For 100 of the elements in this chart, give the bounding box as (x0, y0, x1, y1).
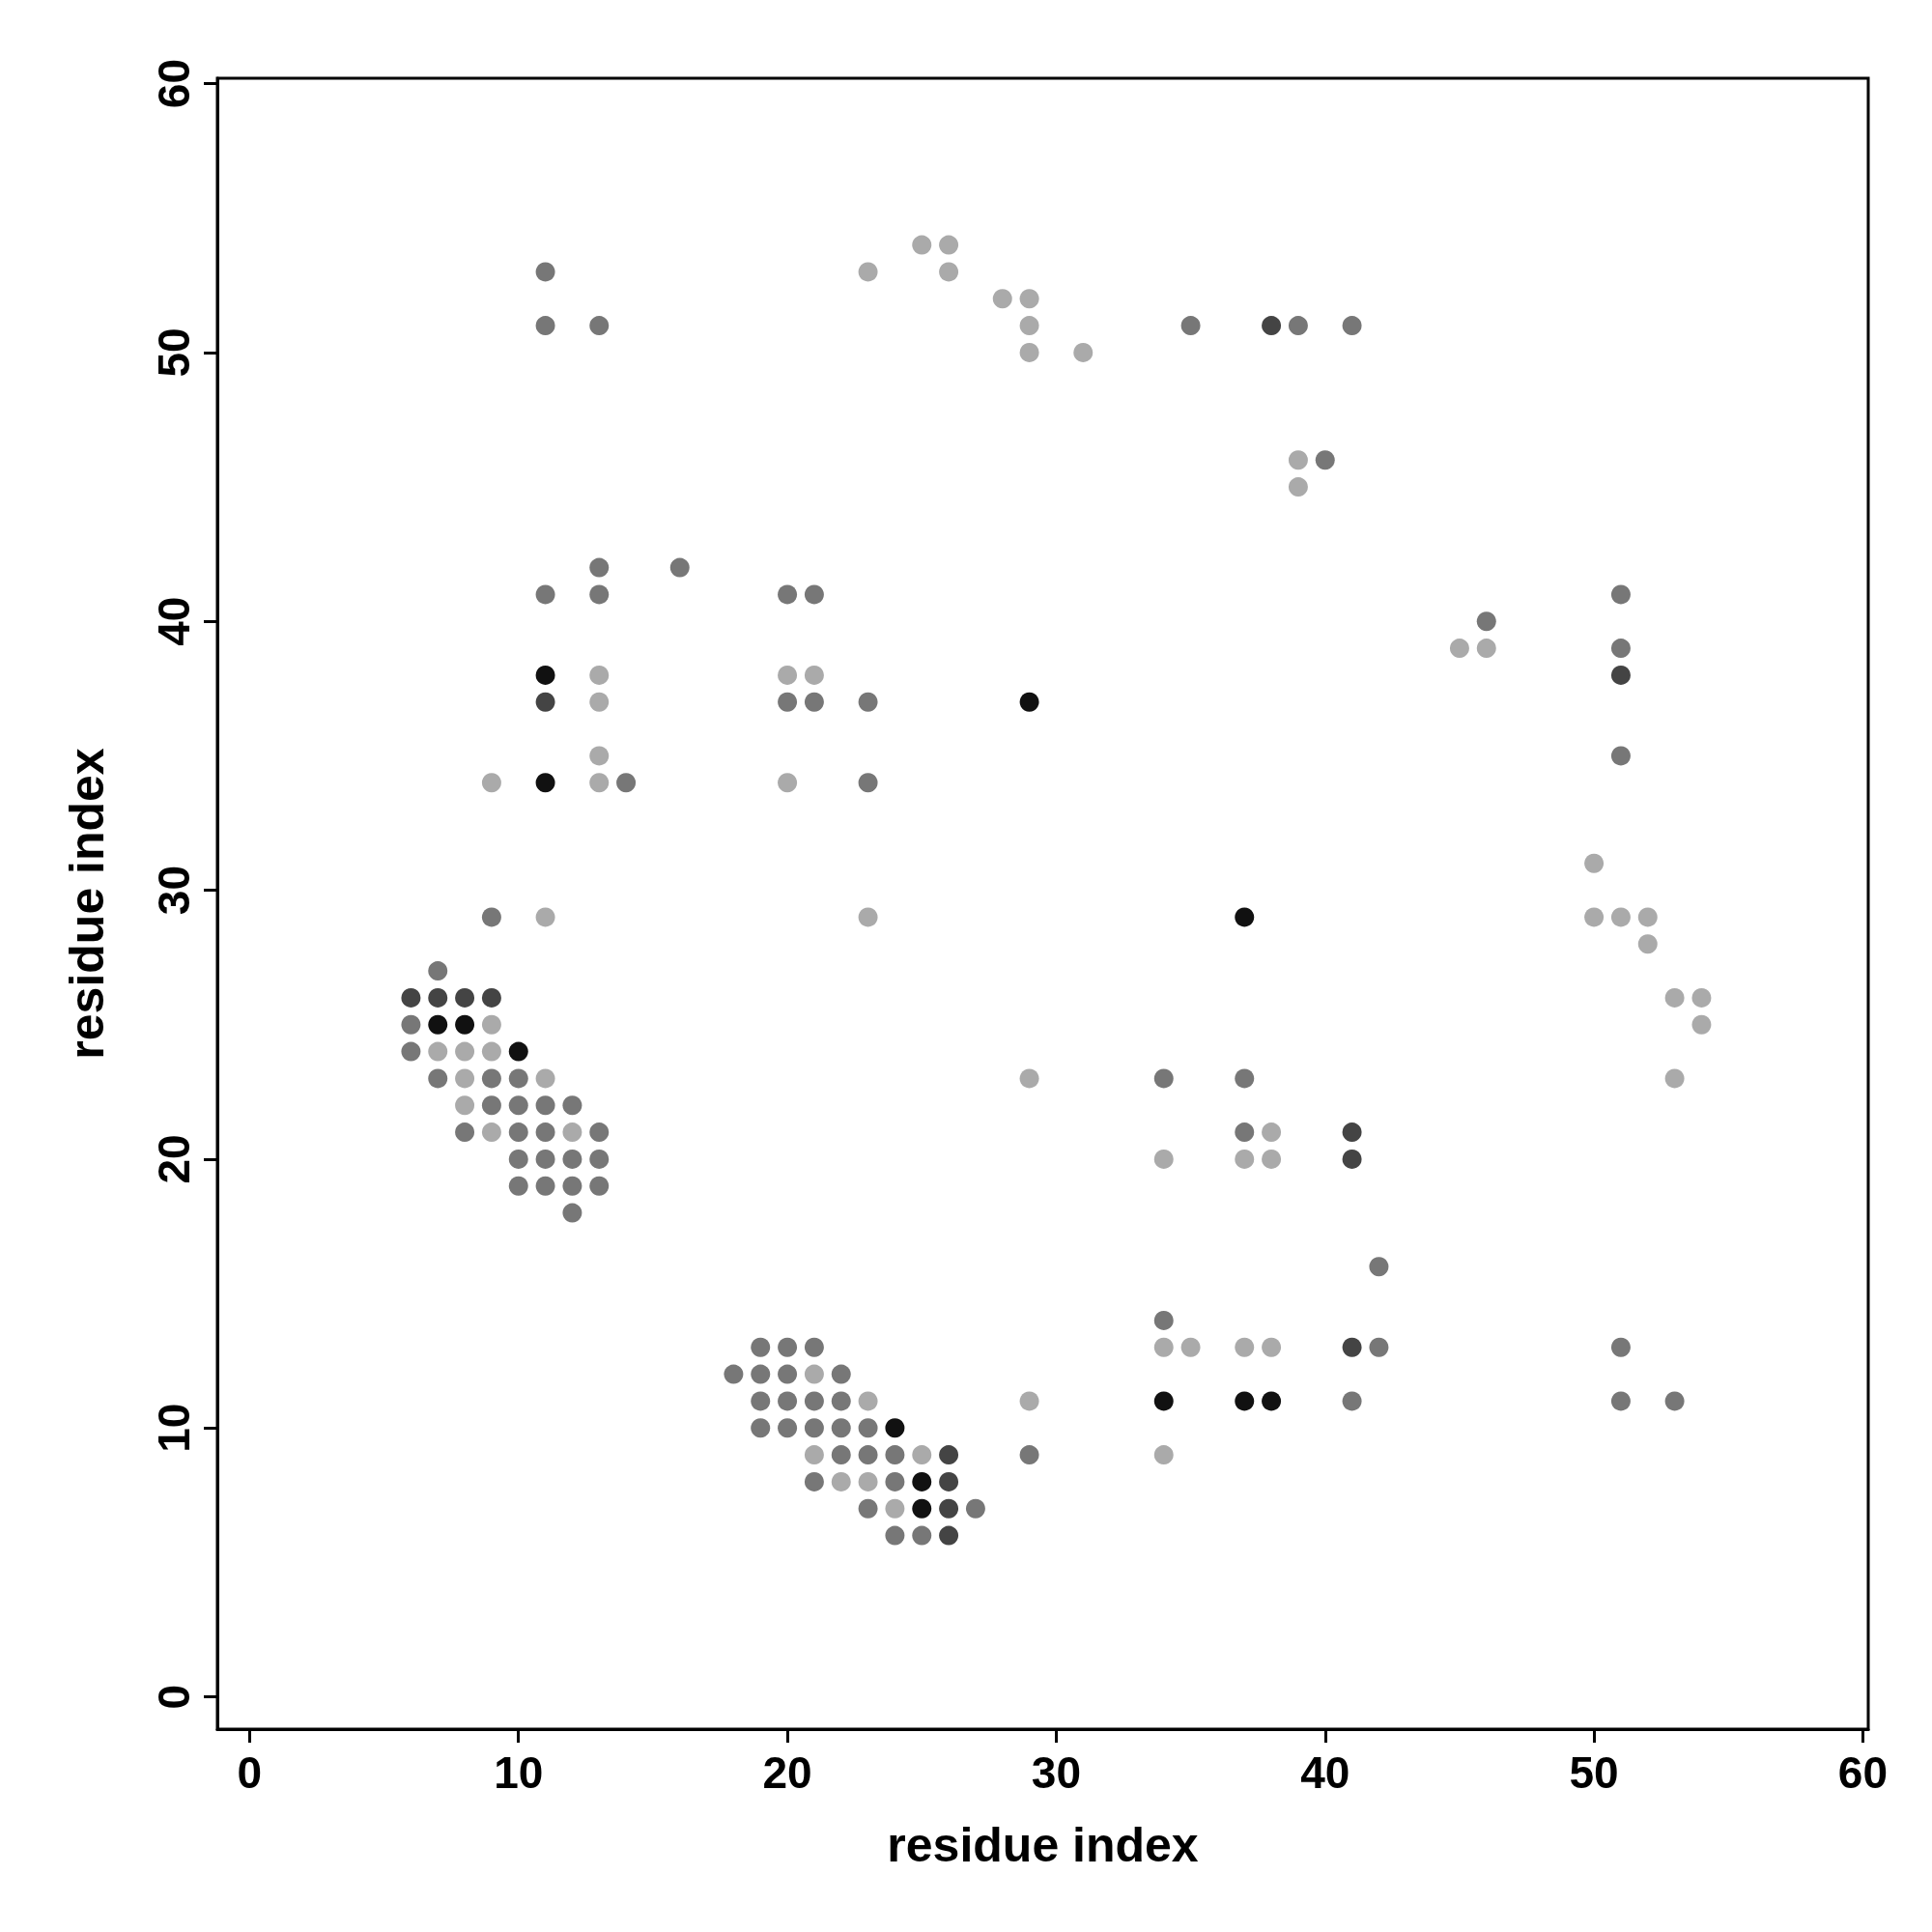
point (535, 665, 555, 685)
point (455, 987, 475, 1008)
point (508, 1041, 528, 1062)
point (1691, 1014, 1712, 1035)
point (885, 1498, 905, 1519)
y-tick-label: 60 (149, 58, 199, 109)
point (778, 665, 798, 685)
point (1262, 316, 1282, 336)
point (1610, 907, 1631, 927)
point (939, 262, 959, 282)
point (1019, 342, 1039, 362)
x-tick-label: 10 (494, 1747, 544, 1798)
point (939, 1498, 959, 1519)
x-tick-label: 20 (762, 1747, 812, 1798)
point (1153, 1445, 1174, 1465)
point (1584, 907, 1605, 927)
point (1180, 1337, 1201, 1357)
x-tick-label: 40 (1300, 1747, 1350, 1798)
point (589, 746, 610, 766)
point (455, 1068, 475, 1089)
point (804, 665, 824, 685)
point (428, 987, 448, 1008)
point (778, 773, 798, 793)
point (1262, 1391, 1282, 1411)
point (535, 1068, 555, 1089)
point (1019, 316, 1039, 336)
point (535, 692, 555, 712)
x-tick-label: 50 (1569, 1747, 1619, 1798)
point (1019, 692, 1039, 712)
point (939, 235, 959, 255)
point (1153, 1391, 1174, 1411)
point (804, 1364, 824, 1384)
point (1637, 934, 1658, 954)
point (1019, 1391, 1039, 1411)
point (992, 289, 1012, 309)
point (1584, 853, 1605, 873)
point (401, 987, 421, 1008)
point (589, 665, 610, 685)
point (1153, 1149, 1174, 1169)
point (1235, 907, 1255, 927)
point (1610, 665, 1631, 685)
point (455, 1014, 475, 1035)
point (831, 1471, 851, 1492)
point (858, 1471, 878, 1492)
point (1288, 450, 1308, 470)
point (1073, 342, 1094, 362)
y-tick-label: 0 (149, 1684, 199, 1710)
point (1262, 1149, 1282, 1169)
point (1664, 1068, 1685, 1089)
y-tick-label: 50 (149, 327, 199, 378)
point (1262, 1337, 1282, 1357)
point (804, 1445, 824, 1465)
point (455, 1041, 475, 1062)
y-tick-label: 20 (149, 1134, 199, 1184)
point (562, 1122, 582, 1143)
point (1691, 987, 1712, 1008)
point (858, 262, 878, 282)
point (589, 773, 610, 793)
point (481, 987, 501, 1008)
point (589, 692, 610, 712)
point (481, 1041, 501, 1062)
x-tick-label: 60 (1837, 1747, 1889, 1798)
point (885, 1418, 905, 1438)
point (939, 1445, 959, 1465)
x-tick-label: 30 (1031, 1747, 1081, 1798)
point (1019, 1068, 1039, 1089)
y-axis-title: residue index (60, 748, 114, 1060)
point (1019, 289, 1039, 309)
point (481, 773, 501, 793)
point (481, 1122, 501, 1143)
point (939, 1471, 959, 1492)
point (912, 1445, 932, 1465)
y-tick-label: 30 (149, 866, 199, 916)
point (428, 1014, 448, 1035)
x-tick-label: 0 (237, 1747, 263, 1798)
point (1262, 1122, 1282, 1143)
point (481, 1014, 501, 1035)
point (1664, 987, 1685, 1008)
point (428, 1041, 448, 1062)
point (1342, 1337, 1362, 1357)
point (1342, 1149, 1362, 1169)
point (1288, 477, 1308, 497)
y-tick-label: 40 (149, 596, 199, 646)
point (1235, 1337, 1255, 1357)
point (858, 907, 878, 927)
point (912, 235, 932, 255)
point (535, 773, 555, 793)
point (1235, 1149, 1255, 1169)
point (858, 1391, 878, 1411)
point (535, 907, 555, 927)
point (455, 1095, 475, 1116)
point (1235, 1391, 1255, 1411)
point (1153, 1337, 1174, 1357)
point (912, 1471, 932, 1492)
x-axis-title: residue index (887, 1818, 1199, 1872)
point (1637, 907, 1658, 927)
point (912, 1498, 932, 1519)
point (1342, 1122, 1362, 1143)
point (1449, 639, 1469, 659)
y-tick-label: 10 (149, 1403, 199, 1453)
